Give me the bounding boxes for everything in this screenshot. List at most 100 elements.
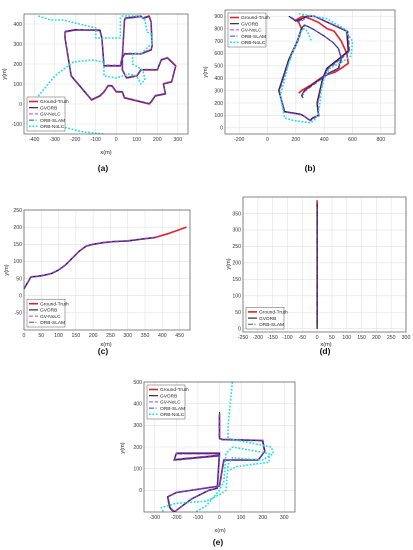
legend-label: ORB-SLAM [160,406,185,412]
x-tick-label: 50 [329,335,335,341]
x-tick-label: 450 [175,333,184,339]
x-tick-label: 100 [342,335,351,341]
legend-label: ORB-SLAM [241,34,266,40]
y-tick-label: 600 [214,51,223,57]
series-group [29,15,177,134]
x-tick-label: -200 [234,137,244,143]
x-tick-label: 400 [320,137,329,143]
legend-label: Ground-Truth [259,310,288,316]
x-tick-label: 200 [292,137,301,143]
series-line-orb-slam [166,414,265,512]
legend-label: Ground-Truth [40,301,69,307]
x-tick-label: -400 [29,137,39,143]
y-tick-label: 700 [214,39,223,45]
legend-label: GV-NoLC [40,112,61,118]
y-tick-label: 200 [232,261,241,267]
legend-label: ORB-NoLC [241,40,266,46]
x-tick-label: 100 [132,137,141,143]
series-line-gv-nolc [167,413,266,512]
legend-box [245,307,285,330]
legend-label: GV-NoLC [160,400,181,406]
series-group [160,382,275,512]
y-axis-label: y(m) [120,442,126,453]
y-tick-label: 100 [13,259,22,265]
x-tick-label: -250 [238,335,248,341]
legend-label: ORB-NoLC [40,124,65,130]
y-tick-label: 500 [133,380,142,386]
x-tick-label: 200 [89,333,98,339]
y-axis-label: y(m) [4,264,10,275]
y-tick-label: -100 [12,122,22,128]
y-tick-label: 0 [19,294,22,300]
series-line-gv-nolc [24,236,156,289]
plot-frame [242,196,407,333]
x-axis-label: x(m) [320,342,331,348]
x-tick-label: -300 [150,515,160,521]
x-tick-label: 0 [316,335,319,341]
legend-label: ORB-NoLC [160,412,185,418]
panel-caption: (e) [213,537,224,547]
chart-1: -200 0 200 400 600 800 0 100 200 300 400 500 600 700 8… [203,9,396,173]
legend-box [26,96,66,132]
y-tick-label: 100 [133,466,142,472]
panel-caption: (b) [305,163,316,173]
chart-2: 0 50 100 150 200 250 300 350 400 450 -50 0 50 100 150 2… [4,208,191,356]
chart-0: -400 -300 -200 -100 0 100 200 300 -100 0 100 200 300… [2,13,189,173]
legend-box [146,384,186,420]
chart-4: -300 -200 -100 0 100 200 300 0 100 200 300 400 500 Gr… [120,380,296,547]
y-axis-label: y(m) [2,68,8,79]
x-tick-label: -50 [299,335,307,341]
x-tick-label: 800 [377,137,386,143]
legend-label: ORB-SLAM [40,118,65,124]
x-tick-label: -150 [267,335,277,341]
legend-box [227,12,267,48]
series-line-orb-nolc [160,382,275,512]
y-axis-label: y(m) [203,66,209,77]
y-tick-label: 0 [220,126,223,132]
x-tick-label: 250 [106,333,115,339]
x-tick-label: 600 [348,137,357,143]
plot-frame [224,9,396,135]
x-tick-label: 0 [218,515,221,521]
x-tick-label: -100 [91,137,101,143]
legend-label: ORB-SLAM [40,320,65,326]
y-tick-label: 50 [16,276,22,282]
x-tick-label: -200 [253,335,263,341]
x-tick-label: 300 [173,137,182,143]
y-tick-label: 200 [133,445,142,451]
legend-label: GVORB [259,316,276,322]
x-tick-label: -100 [282,335,292,341]
y-tick-label: 100 [232,294,241,300]
x-axis-label: x(m) [214,528,225,534]
x-tick-label: 350 [141,333,150,339]
x-tick-label: 150 [357,335,366,341]
x-tick-label: 300 [280,515,289,521]
x-tick-label: -200 [70,137,80,143]
y-tick-label: 300 [133,423,142,429]
series-group [277,12,354,124]
legend-label: GV-NoLC [40,314,61,320]
y-tick-label: 0 [238,327,241,333]
legend-label: GVORB [40,308,57,314]
x-tick-label: 0 [266,137,269,143]
y-tick-label: 200 [13,225,22,231]
x-tick-label: -300 [50,137,60,143]
y-tick-label: 300 [232,228,241,234]
x-tick-label: 300 [123,333,132,339]
y-tick-label: 150 [232,277,241,283]
series-line-orb-nolc [29,15,153,134]
panel-caption: (d) [320,346,331,356]
series-line-orb-nolc [279,12,354,124]
x-tick-label: 100 [54,333,63,339]
series-line-orb-slam [278,15,350,122]
x-tick-label: 50 [38,333,44,339]
x-tick-label: 300 [402,335,411,341]
x-tick-label: 100 [237,515,246,521]
panel-caption: (a) [98,163,109,173]
y-tick-label: 250 [13,208,22,214]
legend-label: GV-NoLC [241,28,262,34]
y-tick-label: 0 [19,102,22,108]
